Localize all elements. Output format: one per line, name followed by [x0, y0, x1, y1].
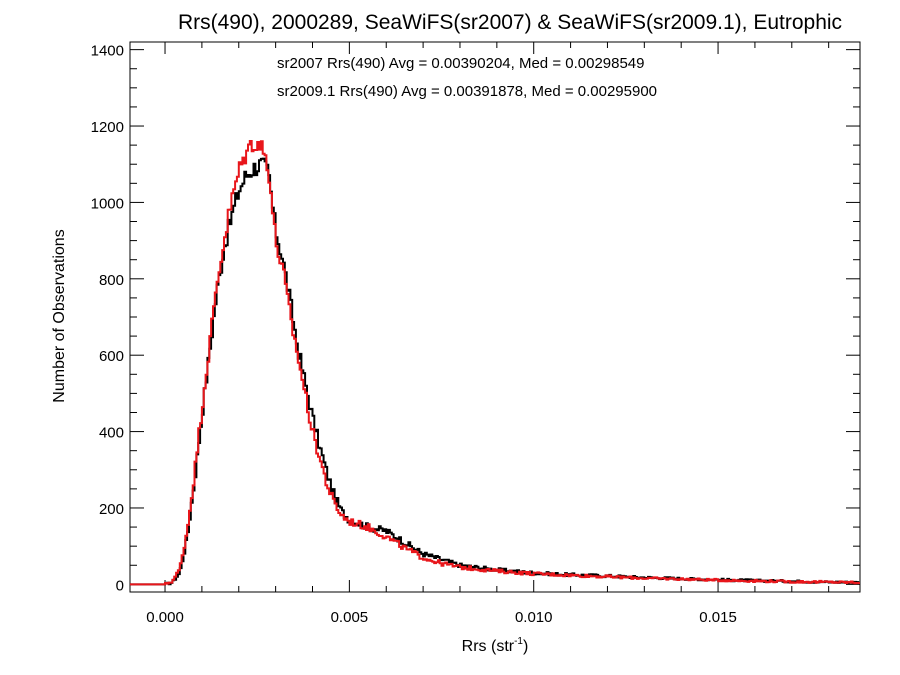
annotation-sr2009: sr2009.1 Rrs(490) Avg = 0.00391878, Med …: [277, 83, 657, 100]
annotation-sr2007: sr2007 Rrs(490) Avg = 0.00390204, Med = …: [277, 55, 645, 72]
x-axis-label-close: ): [523, 638, 528, 655]
x-axis-label: Rrs (str-1): [462, 636, 529, 655]
x-tick-label: 0.015: [699, 609, 737, 626]
y-tick-label: 1200: [91, 119, 124, 136]
x-axis-label-main: Rrs (str: [462, 638, 515, 655]
x-tick-label: 0.005: [331, 609, 369, 626]
x-tick-label: 0.010: [515, 609, 553, 626]
series-layer: [130, 140, 860, 586]
chart-title: Rrs(490), 2000289, SeaWiFS(sr2007) & Sea…: [178, 11, 842, 34]
y-axis-label: Number of Observations: [51, 229, 68, 402]
y-tick-label: 200: [99, 501, 124, 518]
y-tick-label: 400: [99, 425, 124, 442]
series-sr2007-histogram: [130, 157, 860, 586]
x-axis: 0.000 0.005 0.010 0.015: [146, 42, 830, 626]
plot-frame: [129, 41, 861, 593]
y-tick-label: 1000: [91, 195, 124, 212]
x-tick-label: 0.000: [146, 609, 184, 626]
y-tick-label: 1400: [91, 43, 124, 60]
y-tick-label: 0: [116, 577, 124, 594]
y-axis: 0 200 400 600 800 1000 1200 1400: [91, 43, 860, 594]
series-sr2009-histogram: [130, 140, 860, 586]
y-tick-label: 800: [99, 272, 124, 289]
x-axis-label-sup: -1: [514, 636, 523, 647]
y-tick-label: 600: [99, 348, 124, 365]
plot-border: [129, 41, 861, 593]
